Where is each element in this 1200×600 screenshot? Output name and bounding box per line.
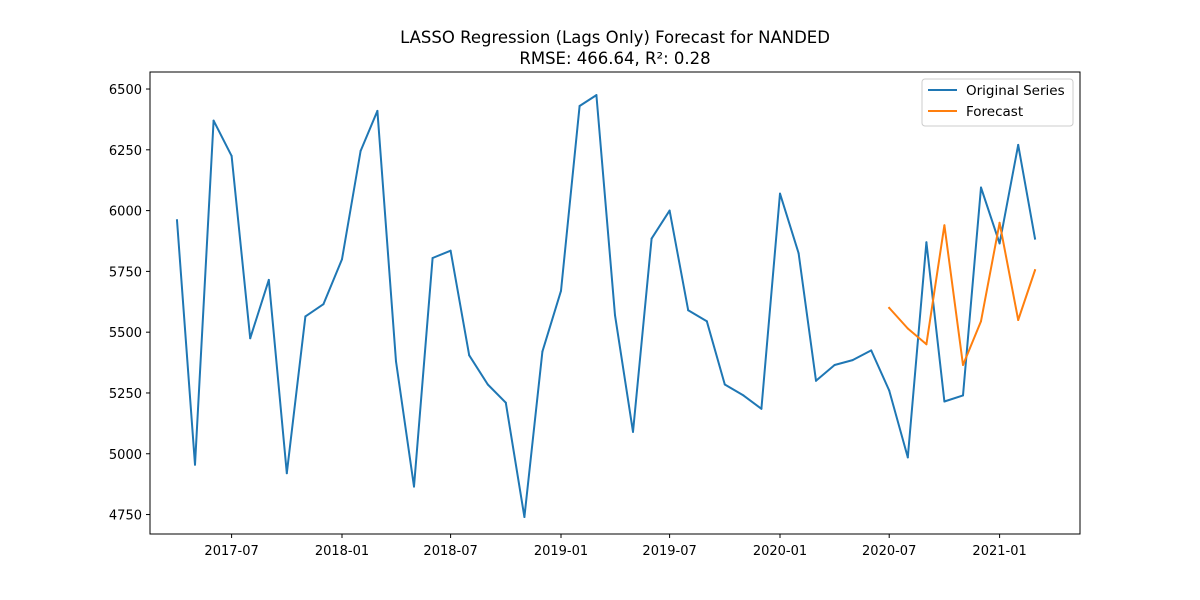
original-series-point: [376, 109, 379, 112]
original-series-point: [249, 337, 252, 340]
x-tick-label: 2021-01: [972, 544, 1026, 559]
y-tick-label: 6000: [109, 205, 142, 220]
y-tick-label: 5000: [109, 448, 142, 463]
original-series-point: [742, 394, 745, 397]
original-series-point: [413, 485, 415, 488]
original-series-point: [851, 359, 854, 362]
original-series-point: [870, 349, 873, 352]
original-series-point: [523, 516, 526, 518]
y-tick-label: 5750: [109, 265, 142, 280]
legend-label-original: Original Series: [966, 83, 1065, 99]
forecast-point: [906, 327, 909, 330]
original-series-point: [797, 252, 800, 255]
plot-frame: [149, 71, 1081, 535]
original-series-point: [779, 192, 781, 195]
legend: Original Series Forecast: [921, 78, 1074, 127]
forecast-point: [1034, 269, 1036, 272]
original-series-point: [431, 257, 434, 259]
x-tick-label: 2018-01: [315, 544, 369, 559]
y-tick-label: 4750: [109, 509, 142, 524]
original-series-point: [212, 119, 215, 122]
original-series-point: [578, 105, 581, 107]
x-tick-label: 2020-07: [862, 544, 916, 559]
original-series-point: [650, 237, 653, 240]
forecast-point: [943, 224, 946, 227]
original-series-point: [980, 186, 982, 189]
original-series-point: [267, 278, 270, 281]
original-series-point: [925, 241, 928, 244]
forecast-point: [1017, 319, 1020, 321]
y-tick-label: 6250: [109, 144, 142, 159]
x-tick-label: 2020-01: [753, 544, 807, 559]
original-series-point: [998, 242, 1001, 245]
y-tick-label: 6500: [109, 83, 142, 98]
original-series-point: [449, 249, 452, 252]
original-series-point: [560, 289, 562, 292]
original-series-point: [1034, 237, 1036, 240]
original-series-point: [176, 219, 178, 222]
axis-layer: 2017-07 2018-01 2018-07 2019-01 2019-07 2020-…: [109, 83, 1027, 559]
original-series-point: [888, 389, 891, 392]
original-series-point: [833, 364, 836, 366]
forecast-point: [888, 306, 891, 309]
x-tick-label: 2018-07: [423, 544, 477, 559]
y-tick-label: 5500: [109, 326, 142, 341]
legend-label-forecast: Forecast: [966, 104, 1023, 120]
original-series-line: [175, 94, 1037, 518]
original-series-point: [359, 150, 362, 152]
x-tick-label: 2019-07: [642, 544, 696, 559]
forecast-point: [998, 221, 1001, 224]
original-series-point: [468, 354, 471, 357]
x-tick-label: 2017-07: [204, 544, 258, 559]
original-series-point: [595, 94, 598, 97]
original-series-point: [668, 209, 671, 212]
original-series-point: [906, 456, 909, 459]
forecast-point: [980, 320, 982, 323]
original-series-point: [632, 430, 634, 433]
original-series-point: [322, 303, 325, 306]
original-series-point: [304, 315, 307, 318]
forecast-point: [925, 343, 928, 346]
original-series-point: [943, 400, 946, 403]
x-tick-label: 2019-01: [534, 544, 588, 559]
original-series-point: [723, 383, 726, 386]
original-series-point: [760, 407, 763, 410]
series-layer: [175, 94, 1037, 518]
chart-title: LASSO Regression (Lags Only) Forecast fo…: [400, 28, 830, 47]
original-series-point: [815, 379, 817, 382]
chart-subtitle: RMSE: 466.64, R²: 0.28: [519, 49, 710, 68]
original-series-point: [1017, 143, 1020, 146]
original-series-point: [230, 154, 233, 157]
y-tick-label: 5250: [109, 387, 142, 402]
original-series-point: [705, 320, 708, 323]
original-series-point: [395, 360, 397, 363]
forecast-point: [962, 364, 964, 366]
original-series-point: [614, 314, 616, 317]
original-series-point: [541, 350, 544, 353]
original-series-point: [194, 463, 196, 466]
original-series-point: [962, 394, 964, 397]
original-series-point: [504, 401, 507, 404]
original-series-point: [486, 383, 489, 386]
original-series-point: [341, 258, 343, 261]
original-series-point: [687, 309, 690, 312]
original-series-point: [285, 472, 288, 475]
legend-box: [921, 78, 1074, 127]
